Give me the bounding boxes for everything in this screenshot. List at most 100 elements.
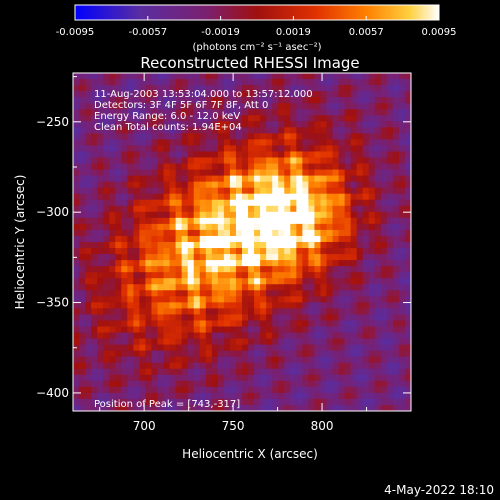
heatmap-cell [217, 175, 225, 183]
heatmap-cell [73, 223, 80, 231]
heatmap-cell [272, 79, 279, 86]
heatmap-cell [278, 85, 285, 92]
heatmap-cell [193, 199, 201, 207]
heatmap-cell [332, 229, 340, 237]
heatmap-cell [109, 254, 116, 261]
heatmap-cell [217, 235, 225, 243]
heatmap-cell [350, 272, 358, 279]
heatmap-cell [157, 145, 165, 153]
heatmap-cell [79, 242, 86, 249]
heatmap-cell [260, 320, 267, 328]
heatmap-cell [266, 254, 273, 261]
heatmap-cell [326, 374, 334, 382]
heatmap-cell [73, 350, 80, 358]
heatmap-cell [368, 386, 376, 394]
heatmap-cell [181, 163, 189, 171]
heatmap-cell [338, 284, 346, 291]
heatmap-cell [344, 320, 352, 328]
heatmap-cell [85, 392, 92, 400]
heatmap-cell [199, 308, 207, 316]
heatmap-cell [127, 266, 134, 273]
heatmap-cell [115, 223, 122, 231]
heatmap-cell [332, 193, 340, 201]
heatmap-cell [91, 139, 98, 147]
heatmap-cell [332, 223, 340, 231]
heatmap-cell [338, 326, 346, 334]
heatmap-cell [284, 103, 291, 110]
heatmap-cell [127, 121, 134, 128]
heatmap-cell [278, 91, 285, 98]
heatmap-cell [356, 127, 364, 134]
heatmap-cell [199, 296, 207, 303]
heatmap-cell [73, 127, 80, 134]
heatmap-cell [326, 308, 334, 316]
colorbar-tick-label: 0.0019 [276, 27, 311, 38]
heatmap-cell [109, 109, 116, 116]
heatmap-cell [290, 169, 297, 177]
heatmap-cell [290, 91, 297, 98]
heatmap-cell [109, 314, 116, 322]
heatmap-cell [350, 374, 358, 382]
heatmap-cell [169, 260, 177, 267]
heatmap-cell [296, 308, 303, 316]
heatmap-cell [386, 235, 394, 243]
heatmap-cell [199, 223, 207, 231]
heatmap-cell [223, 356, 231, 364]
heatmap-cell [380, 127, 388, 134]
heatmap-cell [326, 290, 334, 297]
heatmap-cell [109, 193, 116, 201]
heatmap-cell [109, 145, 116, 153]
heatmap-cell [163, 242, 171, 249]
heatmap-cell [79, 229, 86, 237]
heatmap-cell [127, 205, 134, 213]
heatmap-cell [362, 308, 370, 316]
heatmap-cell [235, 398, 243, 406]
heatmap-cell [151, 223, 159, 231]
heatmap-cell [350, 199, 358, 207]
heatmap-cell [229, 163, 237, 171]
heatmap-cell [266, 139, 273, 147]
heatmap-cell [398, 272, 406, 279]
heatmap-cell [386, 404, 394, 411]
heatmap-cell [356, 380, 364, 388]
heatmap-cell [181, 278, 189, 285]
heatmap-cell [272, 308, 279, 316]
heatmap-cell [254, 290, 261, 297]
heatmap-cell [398, 308, 406, 316]
heatmap-cell [79, 254, 86, 261]
heatmap-cell [133, 145, 140, 153]
heatmap-cell [115, 290, 122, 297]
heatmap-cell [248, 386, 255, 394]
heatmap-cell [217, 187, 225, 195]
heatmap-cell [386, 260, 394, 267]
heatmap-cell [181, 73, 189, 80]
heatmap-cell [242, 374, 249, 382]
heatmap-cell [374, 115, 382, 122]
heatmap-cell [205, 332, 213, 340]
heatmap-cell [181, 139, 189, 147]
heatmap-cell [392, 187, 400, 195]
heatmap-cell [181, 272, 189, 279]
heatmap-cell [169, 380, 177, 388]
heatmap-cell [163, 217, 171, 225]
heatmap-cell [85, 163, 92, 171]
heatmap-cell [374, 242, 382, 249]
heatmap-cell [248, 356, 255, 364]
heatmap-cell [133, 157, 140, 165]
heatmap-cell [296, 145, 303, 153]
heatmap-cell [73, 368, 80, 376]
heatmap-cell [127, 85, 134, 92]
heatmap-cell [85, 217, 92, 225]
heatmap-cell [127, 91, 134, 98]
heatmap-cell [205, 374, 213, 382]
heatmap-cell [175, 205, 183, 213]
heatmap-cell [211, 187, 219, 195]
heatmap-cell [326, 254, 334, 261]
heatmap-cell [386, 398, 394, 406]
heatmap-cell [374, 91, 382, 98]
heatmap-cell [254, 109, 261, 116]
heatmap-cell [175, 266, 183, 273]
heatmap-cell [211, 386, 219, 394]
heatmap-cell [109, 362, 116, 370]
heatmap-cell [404, 151, 411, 159]
